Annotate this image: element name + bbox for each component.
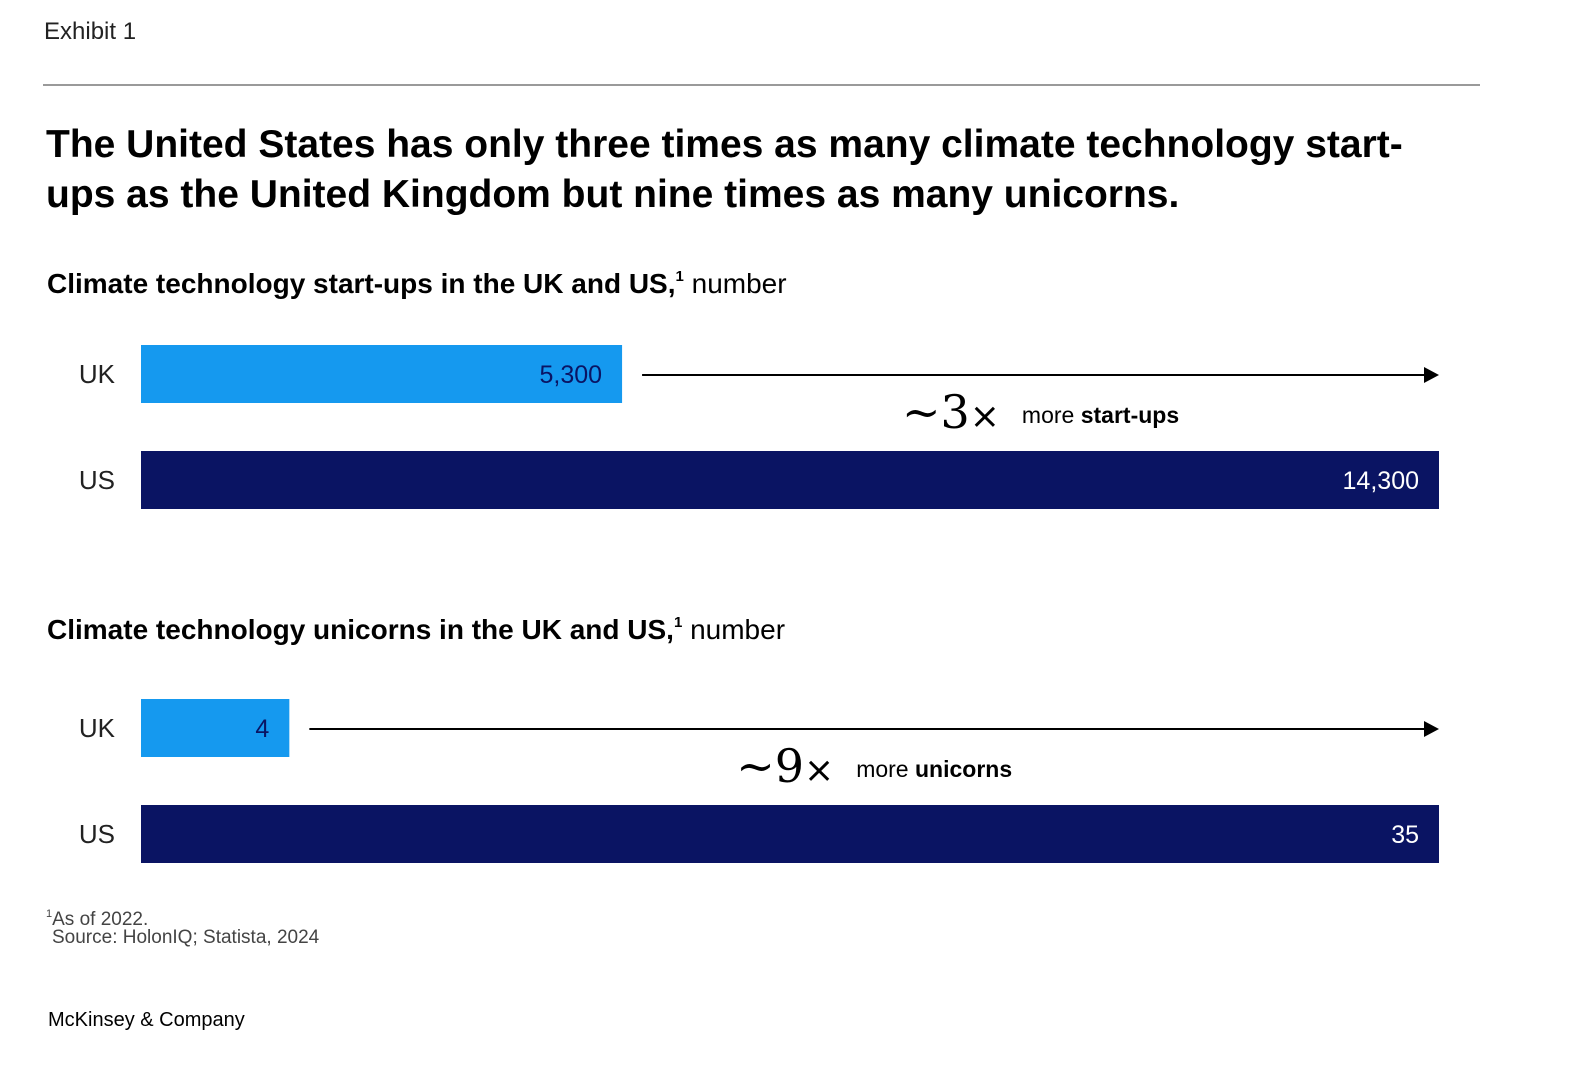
chart-1-startups: UK 5,300 US 14,300 ~3× more start-ups [0, 330, 1576, 520]
chart-2-bar-uk [141, 699, 290, 757]
chart-1-subtitle-unit: number [691, 268, 787, 299]
chart-2-footnote-marker: 1 [673, 614, 683, 631]
chart-2-annotation-emphasis: unicorns [915, 756, 1012, 782]
chart-1-bar-us [141, 451, 1439, 509]
chart-2-category-label-us: US [79, 819, 115, 849]
chart-2-svg: UK 4 US 35 ~9× more unicorns [79, 699, 1439, 863]
chart-2-annotation-multiplier: ~9 [736, 739, 804, 793]
chart-2-bar-us [141, 805, 1439, 863]
chart-2-annotation-times: × [804, 750, 834, 791]
chart-1-value-label-us: 14,300 [1343, 467, 1419, 495]
chart-1-value-label-uk: 5,300 [540, 361, 603, 389]
chart-2-annotation-prefix: more [856, 756, 915, 782]
footnote-marker: 1 [46, 908, 53, 920]
exhibit-label: Exhibit 1 [44, 18, 137, 45]
source-note: Source: HolonIQ; Statista, 2024 [52, 927, 320, 948]
chart-2-comparison-arrow-head [1424, 721, 1439, 737]
chart-2-subtitle-unit: number [690, 614, 786, 645]
footnote-text: As of 2022. [52, 909, 149, 930]
chart-headline: The United States has only three times a… [46, 123, 1403, 216]
top-divider [43, 84, 1480, 86]
chart-1-category-label-us: US [79, 465, 115, 495]
chart-1-subtitle-main: Climate technology start-ups in the UK a… [47, 268, 676, 299]
chart-1-subtitle: Climate technology start-ups in the UK a… [47, 268, 787, 300]
chart-2-value-label-us: 35 [1391, 821, 1419, 849]
chart-1-category-label-uk: UK [79, 359, 116, 389]
chart-2-comparison-annotation: ~9× more unicorns [736, 739, 1012, 793]
chart-1-footnote-marker: 1 [675, 268, 684, 285]
chart-2-subtitle-main: Climate technology unicorns in the UK an… [47, 614, 674, 645]
chart-2-category-label-uk: UK [79, 713, 116, 743]
chart-1-comparison-annotation: ~3× more start-ups [902, 385, 1179, 439]
chart-2-unicorns: UK 4 US 35 ~9× more unicorns [0, 684, 1576, 874]
chart-2-value-label-uk: 4 [255, 715, 269, 743]
footnote: 1As of 2022. [46, 902, 148, 932]
brand-logo-text: McKinsey & Company [48, 1009, 245, 1031]
chart-2-subtitle: Climate technology unicorns in the UK an… [47, 614, 785, 646]
chart-1-annotation-times: × [970, 396, 1000, 437]
chart-1-annotation-multiplier: ~3 [902, 385, 970, 439]
chart-1-comparison-arrow-head [1424, 367, 1439, 383]
chart-1-bar-uk [141, 345, 623, 403]
chart-1-annotation-emphasis: start-ups [1081, 402, 1179, 428]
chart-1-annotation-prefix: more [1022, 402, 1081, 428]
chart-1-svg: UK 5,300 US 14,300 ~3× more start-ups [79, 345, 1439, 509]
